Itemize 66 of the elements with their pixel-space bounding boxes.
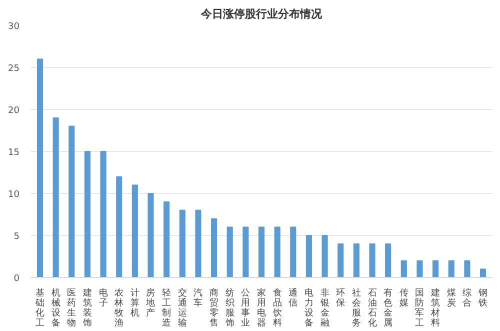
- bar: [369, 243, 376, 278]
- bar: [179, 210, 186, 278]
- x-tick-label: 食品饮料: [272, 288, 282, 328]
- x-tick-label: 房地产: [145, 288, 156, 318]
- bar: [100, 151, 106, 278]
- x-tick-label: 交通运输: [178, 288, 187, 328]
- bar: [116, 176, 122, 278]
- x-tick-label: 机械设备: [51, 288, 60, 328]
- bar: [148, 193, 154, 278]
- bar: [84, 151, 90, 278]
- x-tick-label: 国防军工: [415, 288, 424, 328]
- x-tick-label: 家用电器: [257, 288, 266, 328]
- x-tick-label: 电子: [98, 288, 108, 308]
- x-tick-label: 建筑材料: [430, 288, 440, 328]
- y-tick-label: 5: [14, 232, 20, 242]
- bar: [258, 226, 265, 278]
- x-tick-label: 纺织服饰: [224, 288, 234, 328]
- x-tick-label: 非银金融: [319, 288, 330, 328]
- x-tick-label: 环保: [336, 288, 346, 308]
- bar: [211, 218, 218, 278]
- bar: [353, 243, 360, 278]
- bar: [480, 268, 486, 278]
- x-tick-label: 农林牧渔: [114, 288, 124, 328]
- bar: [226, 226, 233, 278]
- x-tick-label: 公用事业: [241, 288, 250, 328]
- bar: [416, 260, 423, 278]
- y-tick-label: 25: [8, 64, 20, 74]
- x-tick-label: 煤炭: [446, 288, 456, 308]
- x-tick-label: 石油石化: [368, 288, 377, 328]
- bar: [36, 58, 44, 278]
- bar: [322, 235, 328, 278]
- x-tick-label: 汽车: [194, 288, 203, 308]
- x-tick-label: 通信: [288, 288, 298, 308]
- bar: [195, 210, 202, 278]
- bar: [306, 235, 312, 278]
- x-tick-label: 计算机: [130, 288, 140, 318]
- bar: [290, 226, 296, 278]
- x-tick-label: 综合: [462, 288, 472, 308]
- x-tick-label: 建筑装饰: [82, 288, 92, 328]
- y-tick-label: 15: [8, 148, 20, 158]
- y-tick-label: 0: [14, 274, 20, 284]
- bar: [432, 260, 439, 278]
- x-tick-label: 有色金属: [384, 288, 393, 328]
- x-tick-label: 传媒: [399, 288, 408, 308]
- bar: [338, 243, 344, 278]
- bar: [274, 226, 280, 278]
- chart-title: 今日涨停股行业分布情况: [200, 8, 323, 20]
- bar: [242, 226, 249, 278]
- x-tick-label: 电力设备: [304, 288, 314, 328]
- x-tick-label: 轻工制造: [162, 288, 172, 328]
- bar: [164, 201, 170, 278]
- bar: [448, 260, 454, 278]
- x-tick-label: 基础化工: [34, 288, 44, 328]
- bar: [385, 243, 392, 278]
- x-tick-label: 社会服务: [352, 288, 361, 328]
- x-tick-label: 钢铁: [478, 288, 488, 308]
- x-tick-label: 医药生物: [67, 288, 76, 328]
- bar: [52, 117, 59, 278]
- bar: [400, 260, 407, 278]
- y-tick-label: 10: [8, 190, 20, 200]
- y-tick-label: 20: [8, 106, 20, 116]
- bar: [68, 126, 75, 278]
- y-tick-label: 30: [8, 22, 20, 32]
- bar: [464, 260, 470, 278]
- x-tick-label: 商贸零售: [210, 288, 219, 328]
- bar: [132, 184, 138, 278]
